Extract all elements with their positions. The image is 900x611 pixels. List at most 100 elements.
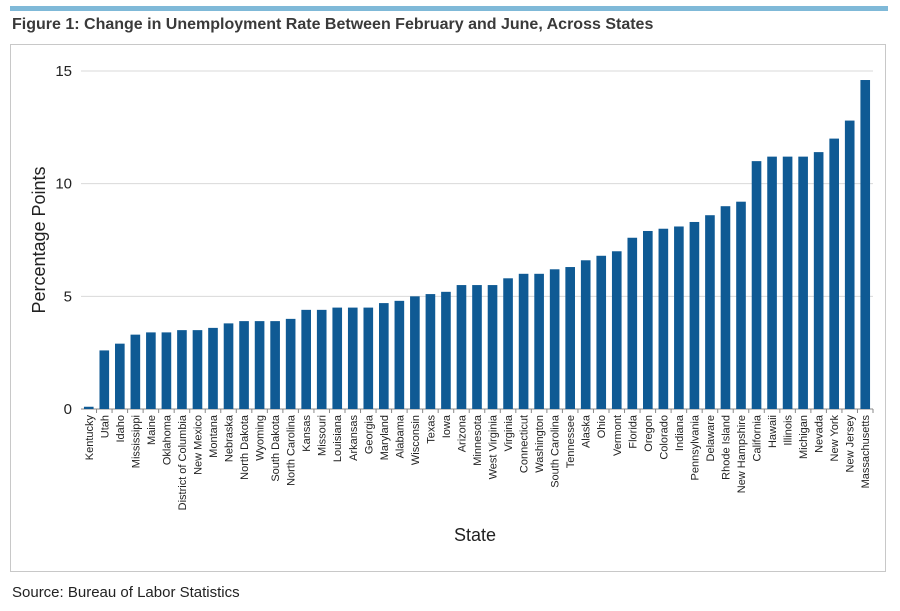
x-tick-label: Montana xyxy=(208,414,220,458)
bar xyxy=(705,215,715,409)
x-tick-label: Kentucky xyxy=(84,415,96,461)
bar xyxy=(347,307,358,409)
y-tick-label: 15 xyxy=(55,63,72,80)
bar xyxy=(580,260,591,409)
x-tick-label: Florida xyxy=(627,414,639,449)
x-tick-label: Utah xyxy=(99,415,111,438)
x-tick-label: Virginia xyxy=(503,414,515,451)
bar xyxy=(658,228,669,409)
bar xyxy=(130,334,141,409)
y-tick-label: 10 xyxy=(55,176,72,193)
x-tick-label: Vermont xyxy=(612,415,624,456)
bar xyxy=(472,285,482,409)
chart-frame: 0 5 10 15 Kentucky Utah Idaho Mississippi Maine O… xyxy=(10,44,886,572)
y-tick-label: 5 xyxy=(64,288,72,305)
x-tick-label: Oregon xyxy=(643,415,655,452)
bar xyxy=(627,237,638,409)
bar xyxy=(565,267,575,409)
x-tick-label: Massachusetts xyxy=(860,415,872,489)
bar xyxy=(798,156,808,409)
source-note: Source: Bureau of Labor Statistics xyxy=(12,584,240,601)
x-tick-label: South Dakota xyxy=(270,414,282,482)
bar xyxy=(177,330,187,409)
bar xyxy=(301,309,311,409)
x-tick-label: New Hampshire xyxy=(736,415,748,493)
bar xyxy=(720,206,731,409)
x-axis-title: State xyxy=(454,525,496,545)
x-tick-label: Pennsylvania xyxy=(689,414,701,480)
x-tick-label: Maryland xyxy=(379,415,391,460)
x-tick-label: Idaho xyxy=(115,415,127,443)
x-tick-label: Kansas xyxy=(301,415,313,452)
x-tick-label: North Carolina xyxy=(286,414,298,486)
bar xyxy=(829,138,839,409)
x-tick-label: Illinois xyxy=(783,415,795,446)
x-tick-label: Washington xyxy=(534,415,546,473)
bar xyxy=(503,278,513,409)
bar xyxy=(239,321,249,409)
x-tick-label: Oklahoma xyxy=(161,414,173,465)
x-tick-label: North Dakota xyxy=(239,414,251,480)
bar xyxy=(270,321,280,409)
y-axis-title: Percentage Points xyxy=(29,166,49,313)
x-tick-label: Alabama xyxy=(394,414,406,458)
bar xyxy=(751,161,762,409)
x-tick-label: Michigan xyxy=(798,415,810,459)
x-tick-label: Rhode Island xyxy=(720,415,732,480)
bar xyxy=(410,296,420,409)
x-tick-label: Ohio xyxy=(596,415,608,438)
bar xyxy=(487,285,498,409)
x-tick-label: Arizona xyxy=(456,414,468,452)
x-tick-label: Alaska xyxy=(581,414,593,448)
bar xyxy=(208,327,218,409)
bar xyxy=(596,255,607,409)
x-tick-label: Maine xyxy=(146,415,158,445)
x-tick-label: South Carolina xyxy=(550,414,562,488)
bar xyxy=(425,294,436,409)
x-tick-label: Nebraska xyxy=(224,414,236,462)
bar xyxy=(146,332,156,409)
bar xyxy=(83,406,94,409)
figure-title: Figure 1: Change in Unemployment Rate Be… xyxy=(12,16,654,33)
x-tick-label: Arkansas xyxy=(348,415,360,461)
x-tick-label: Iowa xyxy=(441,414,453,438)
bar xyxy=(674,226,684,409)
x-tick-label: Texas xyxy=(425,415,437,444)
x-tick-label: Missouri xyxy=(317,415,329,456)
x-tick-label: Colorado xyxy=(658,415,670,460)
x-tick-label: Indiana xyxy=(674,414,686,451)
x-tick-label: Delaware xyxy=(705,415,717,461)
bar xyxy=(767,156,777,409)
bar xyxy=(549,269,560,409)
bar xyxy=(332,307,343,409)
bar xyxy=(534,273,544,409)
x-tick-label: Tennessee xyxy=(565,415,577,468)
bar xyxy=(813,152,824,409)
title-rule xyxy=(10,6,888,11)
bar xyxy=(441,291,451,409)
bar xyxy=(689,221,700,409)
x-tick-label: Nevada xyxy=(814,414,826,453)
bar xyxy=(643,230,653,409)
x-tick-label: Mississippi xyxy=(130,415,142,468)
bar xyxy=(736,201,746,409)
y-tick-label: 0 xyxy=(64,401,72,418)
bar xyxy=(379,303,389,409)
bar xyxy=(115,343,125,409)
x-tick-label: West Virginia xyxy=(488,414,500,479)
x-tick-label: Louisiana xyxy=(332,414,344,462)
x-tick-label: New York xyxy=(829,415,841,462)
x-tick-label: New Mexico xyxy=(192,415,204,475)
bar xyxy=(456,285,467,409)
x-tick-label: Hawaii xyxy=(767,415,779,448)
x-tick-label: Wyoming xyxy=(255,415,267,461)
bar xyxy=(844,120,855,409)
bar xyxy=(254,321,265,409)
bar xyxy=(394,300,405,409)
x-tick-label: Minnesota xyxy=(472,414,484,466)
x-tick-label: Georgia xyxy=(363,414,375,454)
x-tick-label: California xyxy=(752,414,764,461)
bar xyxy=(860,80,871,409)
x-tick-label: District of Columbia xyxy=(177,414,189,510)
bar xyxy=(611,251,622,409)
